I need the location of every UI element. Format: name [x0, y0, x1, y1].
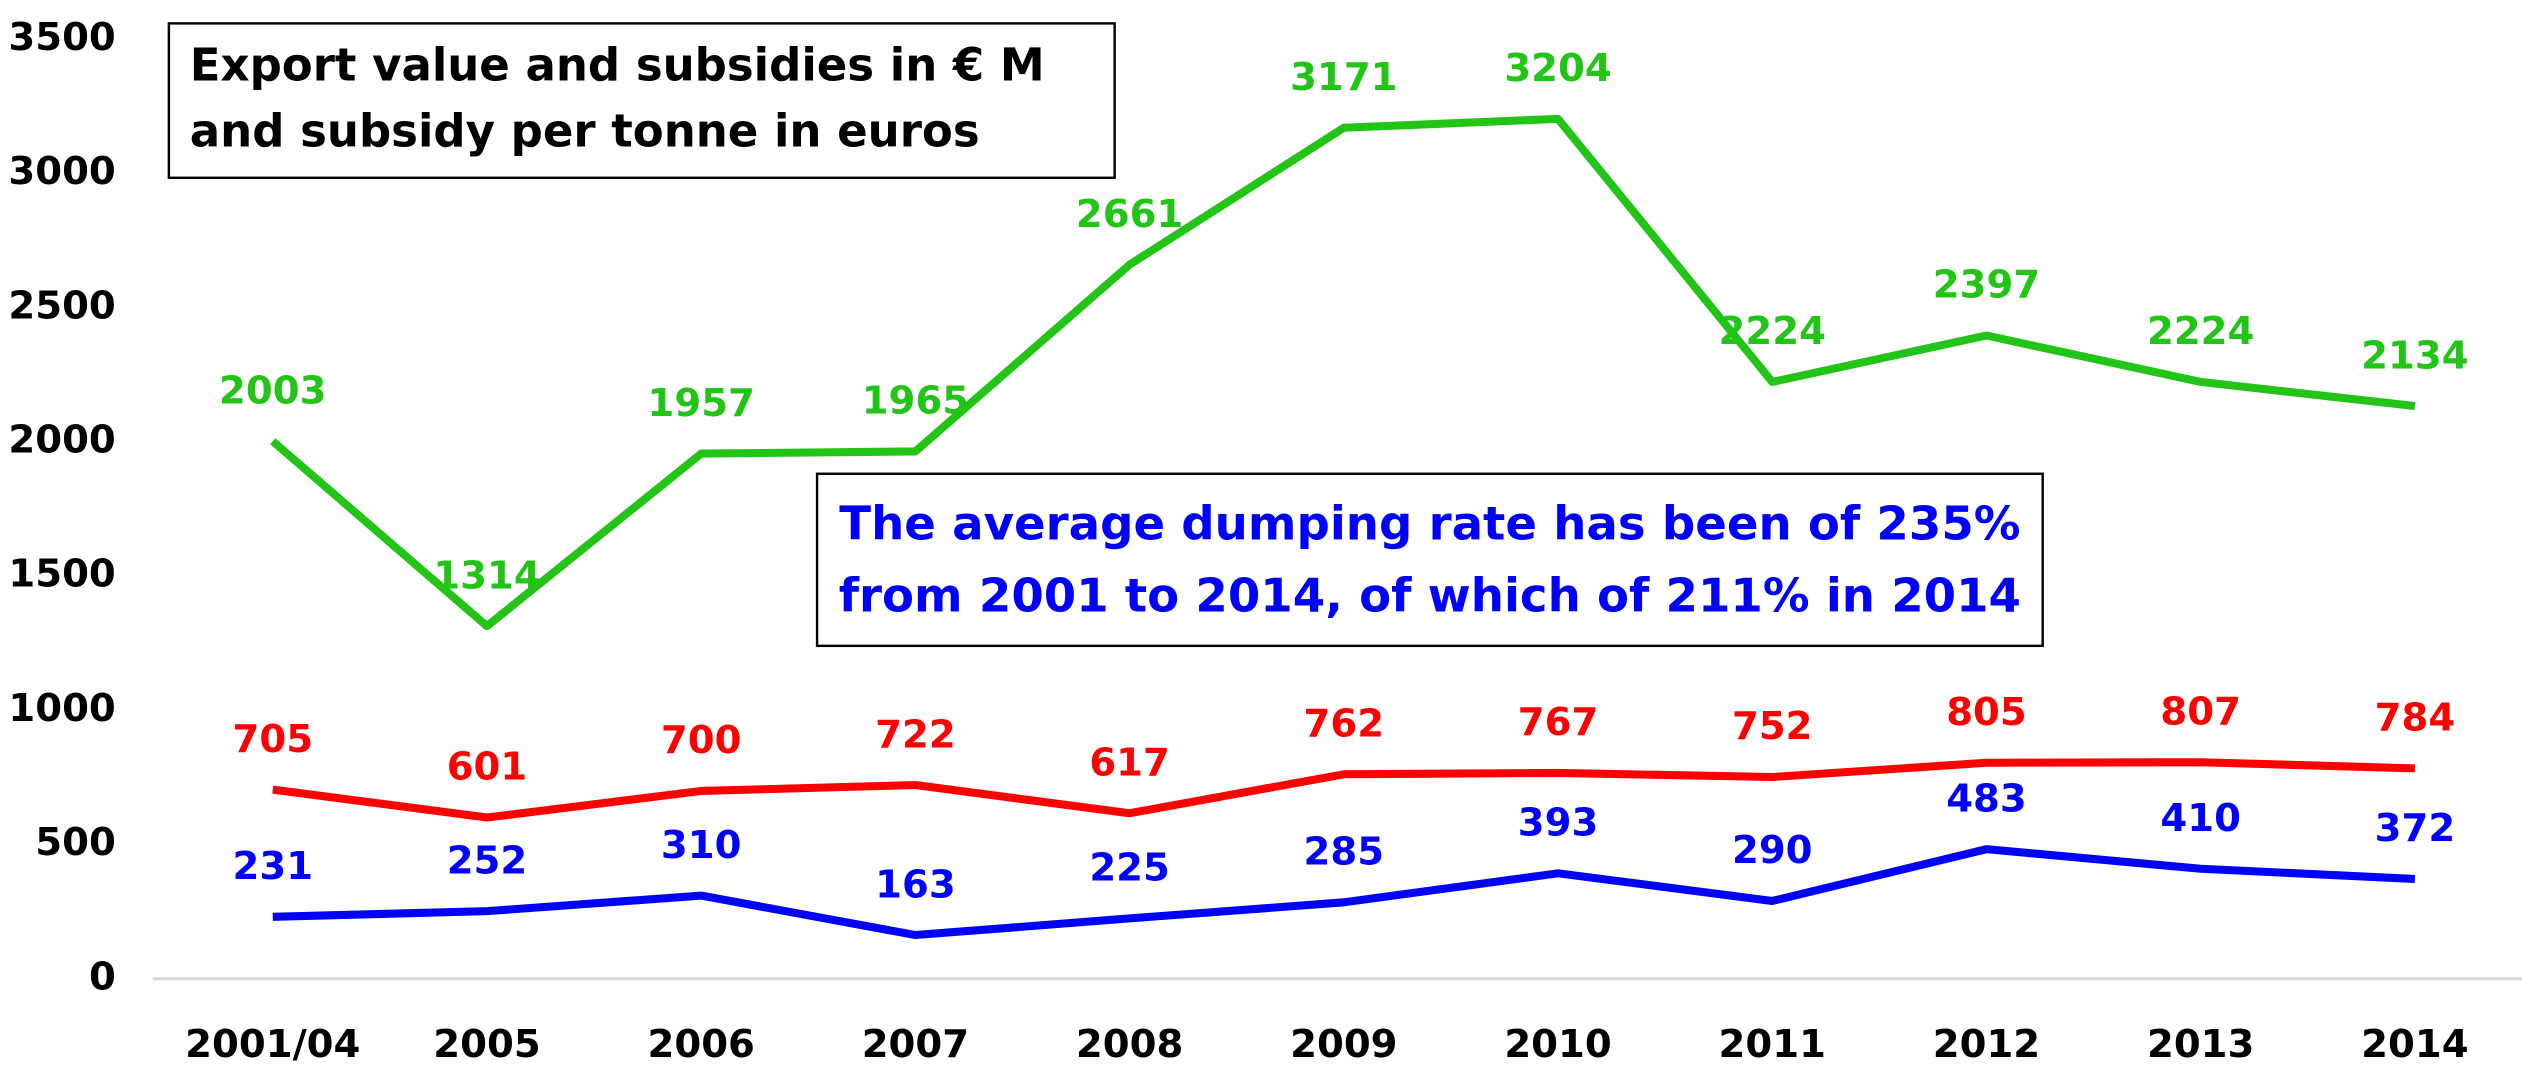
- data-label: 252: [447, 838, 528, 883]
- x-tick-label: 2005: [433, 1022, 540, 1067]
- y-tick-label: 0: [89, 954, 116, 999]
- data-label: 2661: [1076, 192, 1183, 237]
- x-tick-label: 2011: [1719, 1022, 1826, 1067]
- data-label: 762: [1304, 702, 1385, 747]
- data-label: 2224: [1719, 309, 1826, 354]
- data-label: 372: [2375, 806, 2456, 851]
- series-line: [272, 758, 2416, 822]
- data-label: 722: [875, 712, 956, 757]
- data-label: 2134: [2361, 333, 2468, 378]
- y-tick-label: 3500: [8, 15, 115, 60]
- data-label: 807: [2160, 689, 2241, 734]
- y-tick-label: 3000: [8, 149, 115, 194]
- data-label: 2224: [2147, 309, 2254, 354]
- data-label: 3171: [1290, 55, 1397, 100]
- y-tick-label: 1000: [8, 686, 115, 731]
- annotation-line: The average dumping rate has been of 235…: [839, 496, 2020, 550]
- annotation-line: from 2001 to 2014, of which of 211% in 2…: [839, 569, 2021, 623]
- x-tick-label: 2001/04: [185, 1022, 360, 1067]
- data-label: 290: [1732, 828, 1813, 873]
- y-tick-label: 1500: [8, 552, 115, 597]
- data-label: 705: [232, 717, 313, 762]
- data-label: 483: [1946, 776, 2027, 821]
- data-label: 285: [1304, 830, 1385, 875]
- title-box: [167, 22, 1116, 180]
- annotation-line: Export value and subsidies in € M: [190, 38, 1045, 91]
- data-label: 617: [1089, 740, 1170, 785]
- data-label: 225: [1089, 846, 1170, 891]
- x-tick-label: 2007: [862, 1022, 969, 1067]
- data-label: 767: [1518, 700, 1599, 745]
- data-label: 163: [875, 862, 956, 907]
- data-label: 601: [447, 745, 528, 790]
- data-label: 393: [1518, 801, 1599, 846]
- series-line: [272, 845, 2416, 940]
- note-box: [815, 472, 2044, 648]
- x-tick-label: 2009: [1290, 1022, 1397, 1067]
- x-tick-label: 2006: [647, 1022, 754, 1067]
- series-line: [270, 114, 2416, 631]
- data-label: 310: [661, 823, 742, 868]
- data-label: 805: [1946, 690, 2027, 735]
- data-label: 1965: [862, 379, 969, 424]
- data-label: 3204: [1504, 46, 1611, 91]
- x-tick-label: 2014: [2361, 1022, 2468, 1067]
- x-tick-label: 2013: [2147, 1022, 2254, 1067]
- y-tick-label: 2000: [8, 418, 115, 463]
- data-label: 1314: [433, 553, 540, 598]
- data-label: 752: [1732, 704, 1813, 749]
- data-label: 700: [661, 718, 742, 763]
- x-tick-label: 2012: [1933, 1022, 2040, 1067]
- data-label: 410: [2160, 796, 2241, 841]
- data-label: 2397: [1933, 263, 2040, 308]
- data-label: 231: [232, 844, 313, 889]
- data-label: 2003: [219, 368, 326, 413]
- y-tick-label: 2500: [8, 283, 115, 328]
- x-tick-label: 2008: [1076, 1022, 1183, 1067]
- data-label: 784: [2375, 696, 2456, 741]
- x-tick-label: 2010: [1504, 1022, 1611, 1067]
- data-label: 1957: [647, 381, 754, 426]
- annotation-line: and subsidy per tonne in euros: [190, 104, 980, 157]
- y-tick-label: 500: [35, 820, 116, 865]
